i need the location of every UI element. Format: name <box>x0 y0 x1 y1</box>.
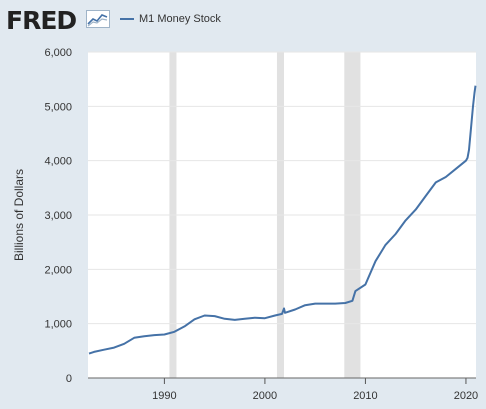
legend-label: M1 Money Stock <box>139 13 221 25</box>
y-tick-label: 0 <box>66 373 72 385</box>
x-tick-label: 2010 <box>353 390 377 402</box>
y-tick-label: 1,000 <box>44 319 72 331</box>
y-axis-label: Billions of Dollars <box>12 169 26 261</box>
header: FRED M1 Money Stock <box>0 0 486 40</box>
y-tick-label: 4,000 <box>44 156 72 168</box>
legend-swatch <box>120 18 134 20</box>
y-tick-label: 5,000 <box>44 101 72 113</box>
x-tick-label: 1990 <box>152 390 176 402</box>
m1-series-line <box>88 85 477 355</box>
y-tick-label: 3,000 <box>44 210 72 222</box>
x-tick-label: 2000 <box>253 390 277 402</box>
y-tick-label: 6,000 <box>44 47 72 59</box>
x-axis-ticks: 1990 2000 2010 2020 <box>152 378 478 402</box>
x-tick-label: 2020 <box>454 390 478 402</box>
y-tick-label: 2,000 <box>44 264 72 276</box>
y-axis-ticks: 0 1,000 2,000 3,000 4,000 5,000 6,000 <box>44 47 72 385</box>
fred-logo[interactable]: FRED <box>6 6 77 35</box>
legend: M1 Money Stock <box>120 13 221 25</box>
chart-logo-icon <box>86 10 110 28</box>
